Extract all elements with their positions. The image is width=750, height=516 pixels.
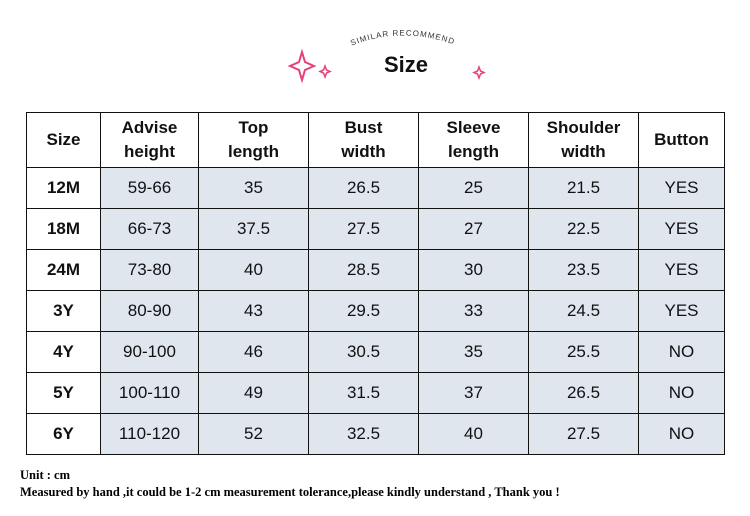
table-cell: NO <box>638 372 725 414</box>
table-cell: 27.5 <box>528 413 639 455</box>
table-cell: 46 <box>198 331 309 373</box>
table-cell: 33 <box>418 290 529 332</box>
table-row: 5Y 100-110 49 31.5 37 26.5 NO <box>26 372 725 414</box>
size-cell: 18M <box>26 208 101 250</box>
table-cell: 52 <box>198 413 309 455</box>
table-cell: 40 <box>418 413 529 455</box>
size-cell: 5Y <box>26 372 101 414</box>
table-cell: 43 <box>198 290 309 332</box>
table-row: 6Y 110-120 52 32.5 40 27.5 NO <box>26 413 725 455</box>
column-header: Shoulder width <box>528 112 639 168</box>
table-cell: 30 <box>418 249 529 291</box>
table-cell: 24.5 <box>528 290 639 332</box>
table-cell: 26.5 <box>308 167 419 209</box>
table-cell: 90-100 <box>100 331 199 373</box>
table-cell: 100-110 <box>100 372 199 414</box>
table-cell: 80-90 <box>100 290 199 332</box>
table-cell: YES <box>638 249 725 291</box>
table-cell: 32.5 <box>308 413 419 455</box>
size-table: Size Advise height Top length Bust width Sle… <box>26 112 725 455</box>
subtitle: SIMILAR RECOMMEND <box>349 28 456 47</box>
table-cell: 66-73 <box>100 208 199 250</box>
unit-note: Unit : cm <box>20 468 70 482</box>
subtitle-text: SIMILAR RECOMMEND <box>349 28 455 47</box>
table-cell: 73-80 <box>100 249 199 291</box>
table-cell: 35 <box>198 167 309 209</box>
table-cell: 27 <box>418 208 529 250</box>
sparkle <box>287 48 317 84</box>
sparkle <box>472 64 486 81</box>
size-cell: 24M <box>26 249 101 291</box>
table-cell: 22.5 <box>528 208 639 250</box>
table-row: 3Y 80-90 43 29.5 33 24.5 YES <box>26 290 725 332</box>
size-cell: 12M <box>26 167 101 209</box>
table-cell: 26.5 <box>528 372 639 414</box>
tolerance-note: Measured by hand ,it could be 1-2 cm mea… <box>20 485 560 499</box>
table-cell: 37.5 <box>198 208 309 250</box>
table-row: 24M 73-80 40 28.5 30 23.5 YES <box>26 249 725 291</box>
table-cell: 25 <box>418 167 529 209</box>
column-header: Sleeve length <box>418 112 529 168</box>
table-cell: 49 <box>198 372 309 414</box>
table-cell: YES <box>638 208 725 250</box>
sparkle <box>318 63 332 80</box>
table-cell: 30.5 <box>308 331 419 373</box>
column-header: Top length <box>198 112 309 168</box>
table-cell: 40 <box>198 249 309 291</box>
table-cell: 35 <box>418 331 529 373</box>
column-header: Advise height <box>100 112 199 168</box>
table-cell: 21.5 <box>528 167 639 209</box>
table-cell: 110-120 <box>100 413 199 455</box>
size-cell: 4Y <box>26 331 101 373</box>
table-cell: NO <box>638 331 725 373</box>
column-header: Size <box>26 112 101 168</box>
size-cell: 3Y <box>26 290 101 332</box>
table-cell: NO <box>638 413 725 455</box>
table-row: 12M 59-66 35 26.5 25 21.5 YES <box>26 167 725 209</box>
table-row: 18M 66-73 37.5 27.5 27 22.5 YES <box>26 208 725 250</box>
table-cell: 28.5 <box>308 249 419 291</box>
column-header: Button <box>638 112 725 168</box>
size-cell: 6Y <box>26 413 101 455</box>
header: SIMILAR RECOMMEND Size <box>287 28 486 84</box>
column-header: Bust width <box>308 112 419 168</box>
table-cell: 29.5 <box>308 290 419 332</box>
table-cell: 25.5 <box>528 331 639 373</box>
table-cell: 27.5 <box>308 208 419 250</box>
table-cell: 37 <box>418 372 529 414</box>
table-cell: 23.5 <box>528 249 639 291</box>
table-cell: 59-66 <box>100 167 199 209</box>
table-row: 4Y 90-100 46 30.5 35 25.5 NO <box>26 331 725 373</box>
table-cell: 31.5 <box>308 372 419 414</box>
table-cell: YES <box>638 167 725 209</box>
table-body: 12M 59-66 35 26.5 25 21.5 YES 18M 66-73 37.5 27.5 2… <box>26 167 725 455</box>
header-row: Size Advise height Top length Bust width Sle… <box>26 112 725 168</box>
title: Size <box>384 52 428 77</box>
table-cell: YES <box>638 290 725 332</box>
